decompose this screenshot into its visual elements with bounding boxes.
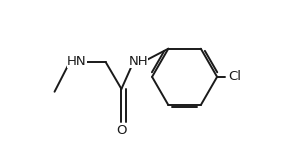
Text: O: O <box>116 124 127 137</box>
Text: HN: HN <box>67 55 87 68</box>
Text: NH: NH <box>128 55 148 68</box>
Text: Cl: Cl <box>228 70 241 83</box>
